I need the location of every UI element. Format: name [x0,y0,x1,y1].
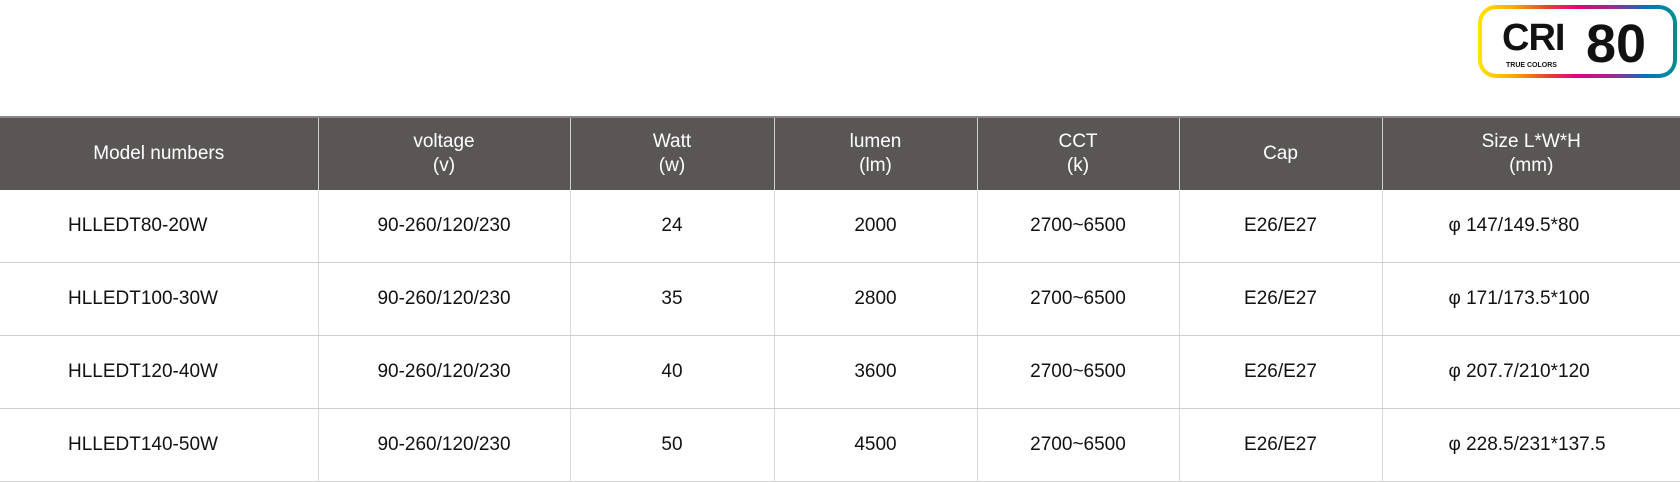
cell-voltage: 90-260/120/230 [317,190,570,263]
header-cap: Cap [1178,116,1382,190]
header-watt: Watt (w) [569,116,774,190]
cell-voltage: 90-260/120/230 [317,262,570,336]
cell-size: φ 147/149.5*80 [1381,190,1680,263]
header-model: Model numbers [0,116,318,190]
header-lumen: lumen (lm) [773,116,977,190]
header-text: CCT [1058,131,1098,152]
header-text: Watt [652,131,692,152]
table-row: HLLEDT140-50W 90-260/120/230 50 4500 2700~65… [0,408,1680,482]
cell-cct: 2700~6500 [976,335,1179,409]
header-text: (mm) [1509,155,1554,176]
header-text: (w) [658,155,686,176]
header-text: Model numbers [93,143,225,164]
cell-model: HLLEDT140-50W [0,408,318,482]
header-cct: CCT (k) [976,116,1179,190]
cell-size: φ 207.7/210*120 [1381,335,1680,409]
spec-table: Model numbers voltage (v) Watt (w) lumen (lm) C… [0,116,1680,482]
cell-model: HLLEDT80-20W [0,190,318,263]
cri-badge: CRI TRUE COLORS 80 [1478,5,1677,78]
header-text: (k) [1066,155,1090,176]
cell-lumen: 3600 [773,335,977,409]
table-row: HLLEDT120-40W 90-260/120/230 40 3600 2700~65… [0,335,1680,409]
header-voltage: voltage (v) [317,116,570,190]
header-text: (v) [432,155,456,176]
header-text: lumen [849,131,902,152]
cell-watt: 35 [569,262,774,336]
cell-cct: 2700~6500 [976,262,1179,336]
cell-model: HLLEDT100-30W [0,262,318,336]
cell-cap: E26/E27 [1178,335,1382,409]
cell-cap: E26/E27 [1178,408,1382,482]
header-text: Cap [1263,143,1298,164]
cell-size: φ 228.5/231*137.5 [1381,408,1680,482]
cri-value: 80 [1586,14,1647,74]
cell-lumen: 2000 [773,190,977,263]
header-text: Size L*W*H [1481,131,1581,152]
cell-cap: E26/E27 [1178,190,1382,263]
cri-label: CRI [1502,17,1565,59]
cell-cap: E26/E27 [1178,262,1382,336]
cell-size: φ 171/173.5*100 [1381,262,1680,336]
cell-watt: 40 [569,335,774,409]
cri-subtitle: TRUE COLORS [1506,62,1557,69]
cell-watt: 50 [569,408,774,482]
table-row: HLLEDT100-30W 90-260/120/230 35 2800 2700~65… [0,262,1680,336]
header-text: (lm) [859,155,892,176]
cell-lumen: 4500 [773,408,977,482]
cell-watt: 24 [569,190,774,263]
table-row: HLLEDT80-20W 90-260/120/230 24 2000 2700~650… [0,190,1680,263]
cell-voltage: 90-260/120/230 [317,335,570,409]
cell-cct: 2700~6500 [976,408,1179,482]
cell-lumen: 2800 [773,262,977,336]
cell-cct: 2700~6500 [976,190,1179,263]
header-text: voltage [413,131,475,152]
cell-model: HLLEDT120-40W [0,335,318,409]
header-size: Size L*W*H (mm) [1381,116,1680,190]
